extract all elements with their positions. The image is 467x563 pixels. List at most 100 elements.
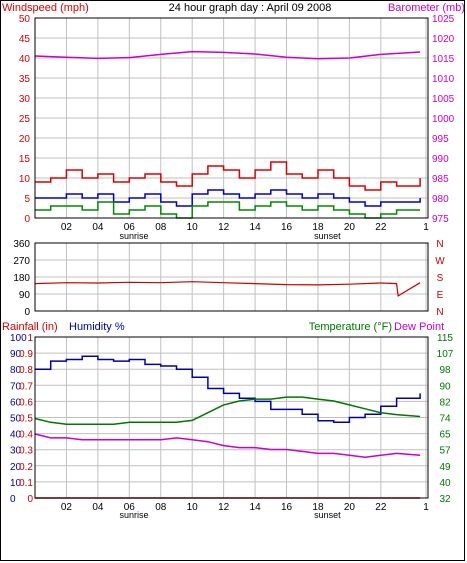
humidity-line bbox=[35, 355, 421, 424]
sunrise-label-top: sunrise bbox=[120, 231, 149, 241]
windspeed-tick: 25 bbox=[19, 114, 31, 125]
temperature-tick: 32 bbox=[439, 494, 451, 505]
barometer-tick: 1020 bbox=[432, 34, 455, 45]
x-tick-label: 10 bbox=[187, 222, 199, 233]
temperature-tick: 98 bbox=[439, 365, 451, 376]
humidity-tick: 50 bbox=[10, 414, 22, 425]
humidity-tick: 20 bbox=[10, 462, 22, 473]
average-line bbox=[35, 189, 421, 207]
direction-degree-tick: 0 bbox=[24, 307, 30, 318]
rainfall-tick: 0.2 bbox=[19, 462, 33, 473]
humidity-tick: 30 bbox=[10, 446, 22, 457]
x-tick-label: 08 bbox=[155, 502, 167, 513]
direction-panel-frame bbox=[34, 242, 429, 312]
humidity-tick: 0 bbox=[10, 494, 16, 505]
x-tick-label: 18 bbox=[312, 502, 324, 513]
windspeed-tick: 5 bbox=[24, 194, 30, 205]
x-tick-label: 22 bbox=[375, 502, 387, 513]
rainfall-tick: 0.1 bbox=[19, 478, 33, 489]
x-tick-label: 12 bbox=[218, 502, 230, 513]
direction-compass-tick: N bbox=[436, 239, 443, 250]
temp-panel-x-ticks: 02 04 06 08 10 12 14 16 18 20 22 1 bbox=[61, 502, 429, 513]
direction-compass-tick: N bbox=[436, 307, 443, 318]
barometer-tick: 1025 bbox=[432, 14, 455, 25]
rainfall-tick: 0.7 bbox=[19, 381, 33, 392]
x-tick-label: 1 bbox=[423, 502, 429, 513]
rainfall-tick: 0.4 bbox=[19, 430, 33, 441]
x-tick-label: 06 bbox=[124, 222, 136, 233]
x-tick-label: 14 bbox=[250, 222, 262, 233]
barometer-tick: 1015 bbox=[432, 54, 455, 65]
x-tick-label: 16 bbox=[281, 502, 293, 513]
rainfall-tick: 0.5 bbox=[19, 414, 33, 425]
direction-compass-tick: W bbox=[435, 256, 445, 267]
direction-compass-tick: E bbox=[437, 290, 444, 301]
rainfall-tick: 0.3 bbox=[19, 446, 33, 457]
sunset-label-bottom: sunset bbox=[314, 510, 341, 520]
windspeed-tick: 15 bbox=[19, 154, 31, 165]
rainfall-tick: 0.9 bbox=[19, 349, 33, 360]
direction-degree-tick: 360 bbox=[13, 239, 30, 250]
wind-direction-line bbox=[34, 281, 421, 297]
direction-degree-tick: 180 bbox=[13, 273, 30, 284]
temperature-tick: 65 bbox=[439, 430, 451, 441]
temperature-line bbox=[34, 396, 421, 426]
x-tick-label: 20 bbox=[344, 222, 356, 233]
gust-line bbox=[35, 161, 421, 191]
humidity-axis-title: Humidity % bbox=[69, 321, 125, 333]
temperature-tick: 90 bbox=[439, 381, 451, 392]
x-tick-label: 18 bbox=[312, 222, 324, 233]
x-tick-label: 12 bbox=[218, 222, 230, 233]
direction-degree-ticks: 360 270 180 90 0 bbox=[13, 239, 30, 318]
rain-humidity-temp-series bbox=[34, 355, 421, 499]
barometer-tick: 1000 bbox=[432, 114, 455, 125]
rainfall-axis-title: Rainfall (in) bbox=[2, 321, 58, 333]
rainfall-tick: 0 bbox=[27, 494, 33, 505]
x-tick-label: 06 bbox=[124, 502, 136, 513]
humidity-tick: 100 bbox=[10, 333, 27, 344]
humidity-tick: 90 bbox=[10, 349, 22, 360]
direction-series bbox=[34, 281, 421, 297]
barometer-tick: 1005 bbox=[432, 94, 455, 105]
windspeed-tick: 45 bbox=[19, 34, 31, 45]
dewpoint-axis-title: Dew Point bbox=[394, 321, 444, 333]
x-tick-label: 02 bbox=[61, 502, 73, 513]
temp-panel-grid bbox=[35, 336, 428, 499]
direction-degree-tick: 270 bbox=[13, 256, 30, 267]
temperature-tick: 82 bbox=[439, 397, 451, 408]
windspeed-axis-title: Windspeed (mph) bbox=[2, 2, 89, 14]
wind-panel-frame bbox=[34, 17, 429, 219]
sunset-label-top: sunset bbox=[314, 231, 341, 241]
barometer-tick: 980 bbox=[432, 194, 449, 205]
temperature-tick: 57 bbox=[439, 446, 451, 457]
humidity-tick: 70 bbox=[10, 381, 22, 392]
humidity-tick: 80 bbox=[10, 365, 22, 376]
rainfall-tick: 1 bbox=[27, 333, 33, 344]
x-tick-label: 04 bbox=[92, 502, 104, 513]
temperature-tick: 40 bbox=[439, 478, 451, 489]
windspeed-tick: 40 bbox=[19, 54, 31, 65]
wind-panel-x-ticks: 02 04 06 08 10 12 14 16 18 20 22 1 bbox=[61, 222, 429, 233]
x-tick-label: 14 bbox=[250, 502, 262, 513]
temperature-axis-title: Temperature (°F) bbox=[309, 321, 392, 333]
rainfall-tick: 0.8 bbox=[19, 365, 33, 376]
sunrise-label-bottom: sunrise bbox=[120, 510, 149, 520]
direction-degree-tick: 90 bbox=[19, 290, 31, 301]
barometer-tick: 1010 bbox=[432, 74, 455, 85]
windspeed-tick: 10 bbox=[19, 174, 31, 185]
windspeed-tick: 50 bbox=[19, 14, 31, 25]
barometer-line bbox=[34, 50, 421, 60]
low-line bbox=[35, 201, 421, 219]
temperature-tick: 49 bbox=[439, 462, 451, 473]
wind-panel-grid bbox=[35, 17, 428, 219]
temp-panel-frame bbox=[34, 336, 429, 499]
humidity-tick: 10 bbox=[10, 478, 22, 489]
barometer-tick: 985 bbox=[432, 174, 449, 185]
x-tick-label: 20 bbox=[344, 502, 356, 513]
barometer-tick: 995 bbox=[432, 134, 449, 145]
x-tick-label: 04 bbox=[92, 222, 104, 233]
